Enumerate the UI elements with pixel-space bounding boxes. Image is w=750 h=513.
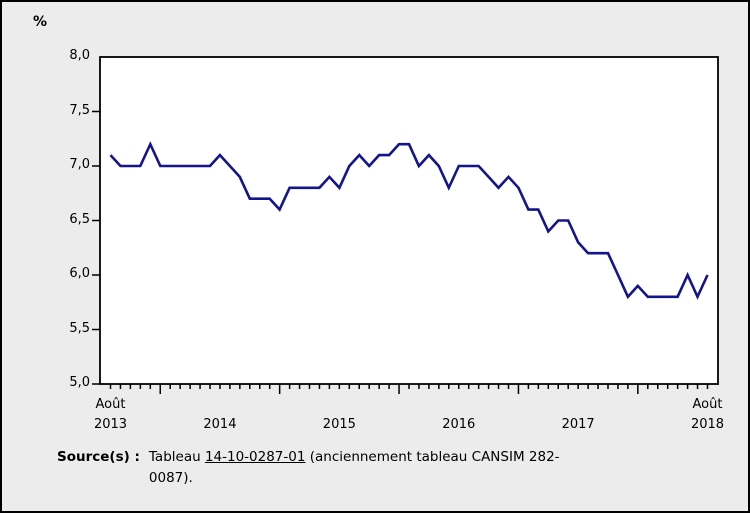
y-tick-label: 5,5 xyxy=(69,320,90,336)
x-tick-label-line: 2017 xyxy=(561,417,595,432)
x-tick-label-line: 2016 xyxy=(442,417,476,432)
y-tick-label: 6,0 xyxy=(69,266,90,281)
table-link[interactable]: 14-10-0287-01 xyxy=(204,449,306,465)
source-suffix-line1: (anciennement tableau CANSIM 282- xyxy=(305,449,560,465)
x-tick-label: Août 2018 xyxy=(676,395,740,435)
x-tick-label-line: 2013 xyxy=(93,417,128,432)
source-label: Source(s) : xyxy=(57,449,140,465)
y-tick-label: 7,5 xyxy=(69,102,90,118)
x-axis-ticks xyxy=(109,384,709,394)
y-tick-label: 7,0 xyxy=(69,157,90,172)
y-axis-unit-label: % xyxy=(33,14,48,30)
plot-area xyxy=(99,56,719,385)
unemployment-rate-line xyxy=(109,141,709,300)
y-tick-label: 5,0 xyxy=(69,375,90,390)
y-tick-label: 8,0 xyxy=(69,48,90,63)
y-tick-label: 6,5 xyxy=(69,211,90,227)
x-tick-label: Août 2013 xyxy=(79,395,143,435)
x-tick-label: 2014 xyxy=(188,415,252,435)
x-tick-label-line: Août xyxy=(692,397,723,412)
x-tick-label-line: Août xyxy=(95,397,126,412)
x-tick-label-line: 2014 xyxy=(203,417,237,432)
x-tick-label: 2017 xyxy=(546,415,610,435)
x-tick-label: 2016 xyxy=(427,415,491,435)
source-prefix: Tableau xyxy=(148,449,205,465)
y-axis-ticks xyxy=(92,110,100,385)
source-note: Source(s) : Tableau 14-10-0287-01 (ancien… xyxy=(57,447,560,489)
source-line2: 0087). xyxy=(148,470,193,486)
x-tick-label: 2015 xyxy=(307,415,371,435)
source-text: Tableau 14-10-0287-01 (anciennement tabl… xyxy=(149,447,560,489)
x-tick-label-line: 2018 xyxy=(690,417,725,432)
x-tick-label-line: 2015 xyxy=(322,417,356,432)
